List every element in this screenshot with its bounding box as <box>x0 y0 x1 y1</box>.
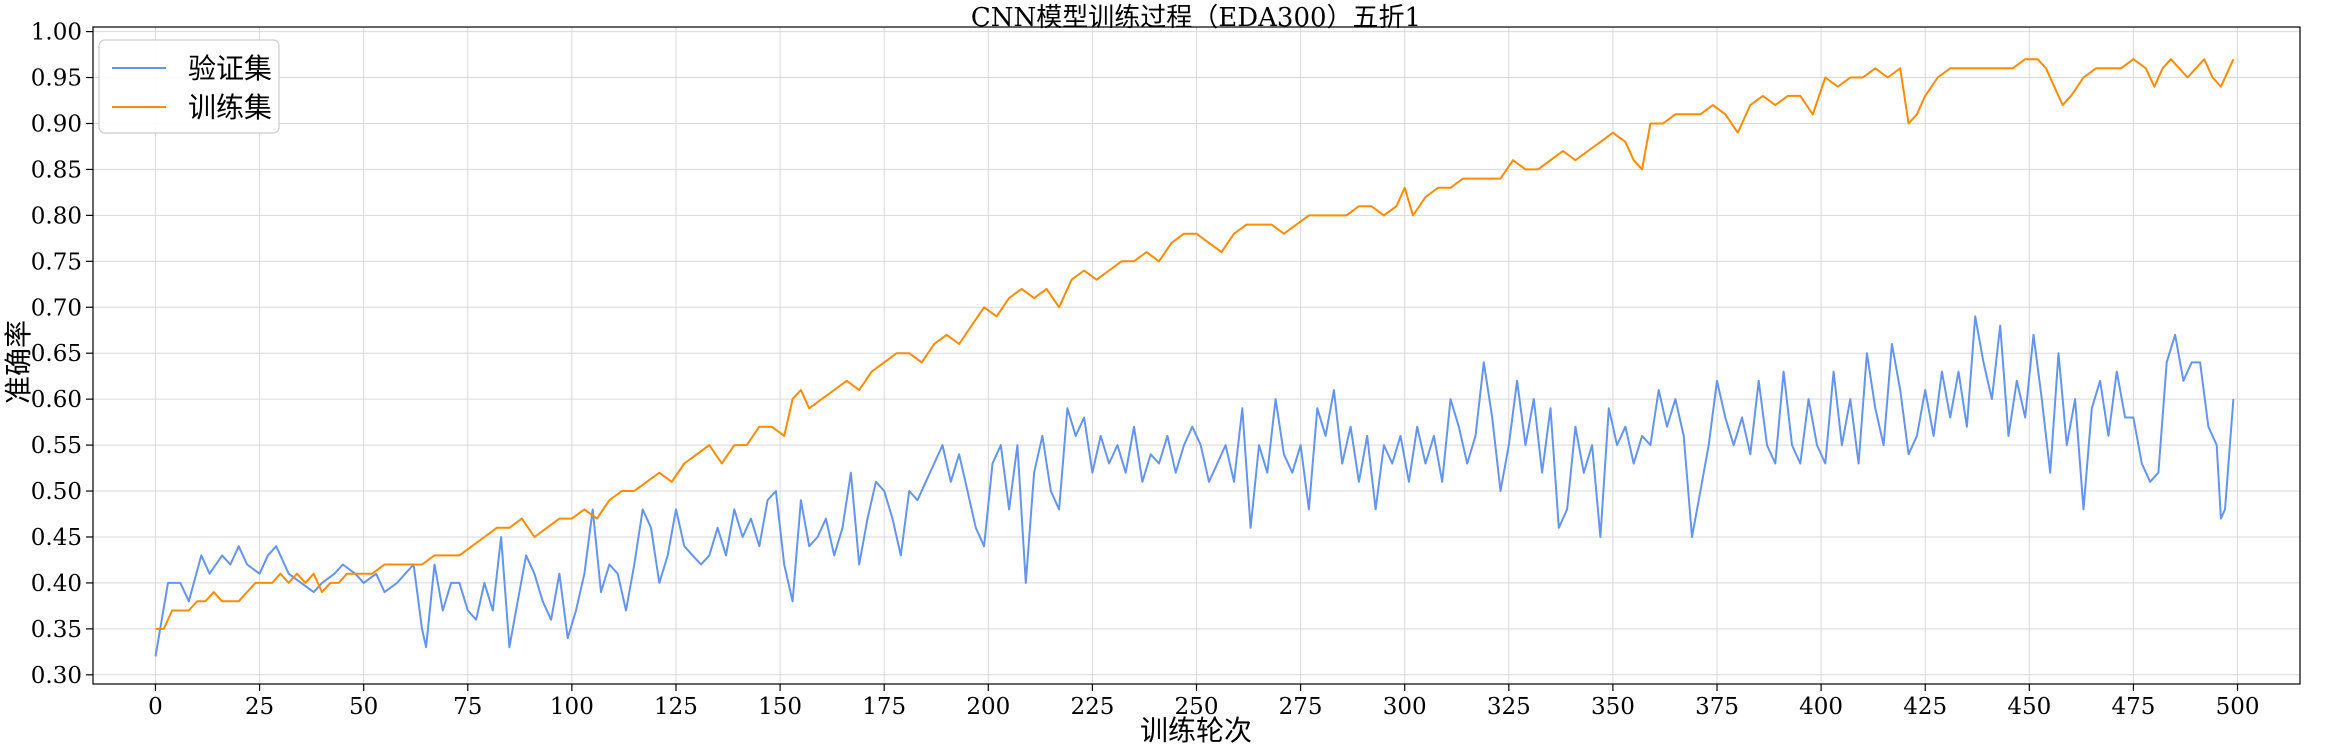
y-tick-label: 1.00 <box>31 20 82 46</box>
x-tick-label: 25 <box>245 694 274 720</box>
x-tick-label: 125 <box>654 694 698 720</box>
y-tick-label: 0.45 <box>31 525 82 551</box>
y-tick-label: 0.35 <box>31 617 82 643</box>
x-tick-label: 325 <box>1487 694 1531 720</box>
x-tick-label: 500 <box>2216 694 2260 720</box>
chart-title: CNN模型训练过程（EDA300）五折1 <box>971 3 1421 33</box>
y-tick-label: 0.85 <box>31 157 82 183</box>
x-tick-label: 0 <box>148 694 163 720</box>
training-series-line <box>155 58 2235 630</box>
y-tick-label: 0.75 <box>31 249 82 275</box>
x-tick-label: 100 <box>550 694 594 720</box>
y-tick-label: 0.30 <box>31 663 82 689</box>
y-tick-label: 0.60 <box>31 387 82 413</box>
x-tick-label: 150 <box>758 694 802 720</box>
x-tick-label: 475 <box>2111 694 2155 720</box>
x-tick-label: 375 <box>1695 694 1739 720</box>
x-tick-label: 50 <box>349 694 378 720</box>
x-tick-label: 450 <box>2007 694 2051 720</box>
x-tick-label: 200 <box>966 694 1010 720</box>
validation-series-line <box>154 315 2235 657</box>
y-axis-label: 准确率 <box>2 320 35 404</box>
grid-lines <box>93 27 2300 684</box>
x-tick-label: 75 <box>453 694 482 720</box>
y-tick-label: 0.50 <box>31 479 82 505</box>
y-tick-label: 0.70 <box>31 295 82 321</box>
x-tick-label: 300 <box>1383 694 1427 720</box>
x-tick-label: 425 <box>1903 694 1947 720</box>
y-tick-label: 0.95 <box>31 66 82 92</box>
y-tick-label: 0.90 <box>31 111 82 137</box>
x-tick-label: 250 <box>1175 694 1219 720</box>
legend-box <box>98 39 280 134</box>
x-axis-label: 训练轮次 <box>1140 714 1252 747</box>
x-tick-label: 350 <box>1591 694 1635 720</box>
y-tick-label: 0.40 <box>31 571 82 597</box>
x-tick-label: 225 <box>1070 694 1114 720</box>
x-tick-label: 275 <box>1279 694 1323 720</box>
x-tick-label: 400 <box>1799 694 1843 720</box>
y-tick-label: 0.65 <box>31 341 82 367</box>
x-tick-label: 175 <box>862 694 906 720</box>
legend-label-training: 训练集 <box>188 91 272 124</box>
legend-label-validation: 验证集 <box>188 52 272 85</box>
y-tick-label: 0.80 <box>31 203 82 229</box>
legend: 验证集 训练集 <box>98 39 280 134</box>
y-tick-label: 0.55 <box>31 433 82 459</box>
axis-ticks: 0 25 50 75 100 125 150 175 200 225 250 275 300 325 350… <box>31 20 2260 720</box>
series-lines <box>154 58 2235 657</box>
